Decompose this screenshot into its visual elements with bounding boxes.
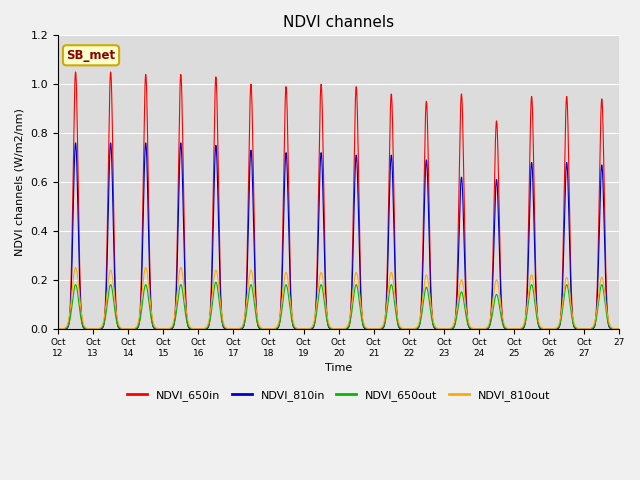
- Text: SB_met: SB_met: [67, 49, 116, 62]
- Y-axis label: NDVI channels (W/m2/nm): NDVI channels (W/m2/nm): [15, 108, 25, 256]
- Legend: NDVI_650in, NDVI_810in, NDVI_650out, NDVI_810out: NDVI_650in, NDVI_810in, NDVI_650out, NDV…: [123, 385, 554, 405]
- X-axis label: Time: Time: [325, 363, 352, 373]
- Title: NDVI channels: NDVI channels: [283, 15, 394, 30]
